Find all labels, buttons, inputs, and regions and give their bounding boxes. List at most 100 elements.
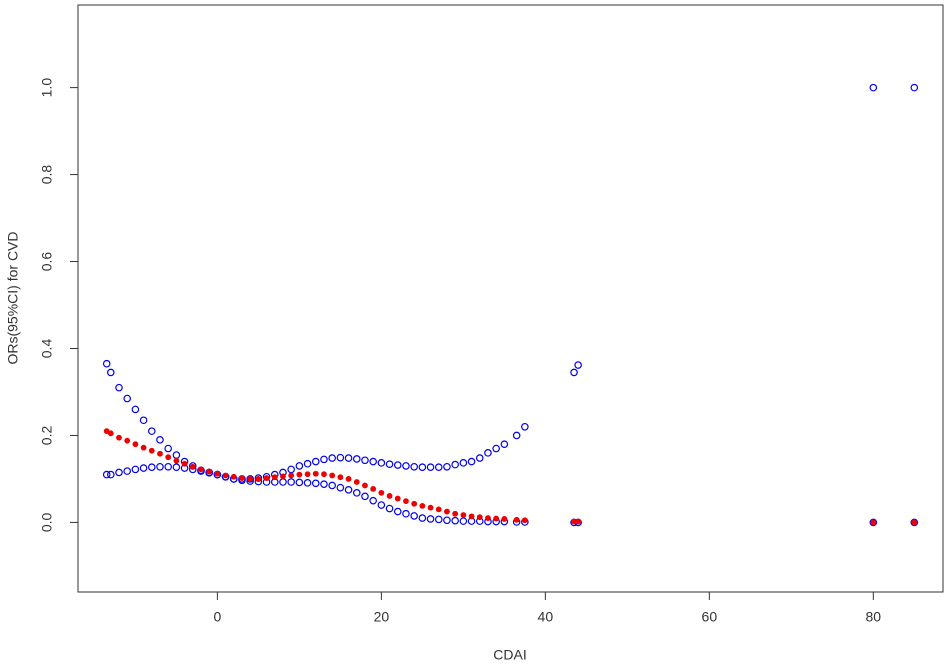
- data-point: [115, 383, 123, 392]
- data-point: [328, 481, 336, 490]
- data-point: [869, 518, 878, 527]
- data-point: [443, 462, 451, 471]
- data-point: [484, 449, 492, 457]
- data-point: [345, 476, 352, 482]
- data-point: [139, 416, 148, 425]
- data-point: [303, 459, 312, 468]
- y-tick-label: 0.0: [39, 512, 55, 532]
- data-point: [434, 463, 443, 472]
- data-point: [132, 441, 139, 448]
- data-point: [172, 463, 181, 472]
- data-point: [172, 451, 181, 459]
- y-axis-label: ORs(95%CI) for CVD: [5, 231, 21, 364]
- data-point: [106, 368, 115, 377]
- data-point: [115, 468, 123, 477]
- data-point: [311, 457, 320, 466]
- data-point: [362, 482, 368, 489]
- data-point: [329, 472, 336, 479]
- data-point: [102, 470, 111, 479]
- x-tick-label: 40: [538, 609, 554, 625]
- data-point: [369, 496, 377, 505]
- data-point: [377, 459, 386, 467]
- data-point: [513, 516, 520, 523]
- data-point: [361, 456, 369, 465]
- data-point: [148, 447, 155, 454]
- data-point: [521, 422, 529, 431]
- data-point: [222, 472, 229, 479]
- data-point: [157, 450, 163, 457]
- data-point: [521, 517, 528, 524]
- data-point: [189, 463, 196, 470]
- data-point: [910, 518, 919, 527]
- data-point: [295, 478, 304, 487]
- data-point: [427, 504, 434, 511]
- data-point: [500, 440, 509, 448]
- data-point: [460, 512, 467, 518]
- x-axis-label: CDAI: [493, 647, 526, 663]
- data-point: [287, 478, 295, 486]
- data-point: [370, 486, 377, 492]
- data-point: [870, 519, 877, 526]
- data-point: [444, 508, 450, 515]
- data-point: [393, 461, 402, 469]
- data-point: [452, 510, 459, 517]
- data-point: [303, 479, 312, 487]
- data-point: [574, 361, 582, 369]
- data-point: [459, 459, 468, 467]
- data-point: [378, 489, 385, 496]
- plot-frame: [77, 4, 944, 593]
- data-point: [512, 431, 521, 440]
- data-point: [123, 394, 131, 403]
- data-point: [352, 455, 361, 463]
- data-point: [369, 457, 377, 466]
- data-point: [410, 462, 418, 471]
- data-point: [575, 518, 582, 525]
- data-point: [344, 454, 353, 462]
- data-point: [206, 468, 213, 475]
- data-point: [304, 471, 311, 478]
- data-point: [320, 480, 328, 488]
- data-point: [467, 457, 476, 466]
- data-point: [198, 466, 204, 473]
- y-tick-label: 0.6: [39, 252, 55, 272]
- data-point: [435, 506, 442, 513]
- data-point: [468, 513, 475, 520]
- data-point: [321, 471, 327, 478]
- data-point: [173, 457, 180, 464]
- data-point: [475, 454, 484, 462]
- data-point: [394, 495, 401, 502]
- data-point: [311, 479, 320, 488]
- data-point: [214, 470, 221, 477]
- data-point: [492, 444, 500, 453]
- data-point: [451, 516, 459, 525]
- data-point: [287, 465, 295, 474]
- data-point: [459, 517, 468, 525]
- data-point: [352, 489, 361, 497]
- data-point: [181, 460, 188, 467]
- data-point: [139, 464, 148, 472]
- y-tick-label: 0.2: [39, 426, 55, 446]
- x-tick-label: 0: [213, 609, 221, 625]
- data-point: [124, 437, 131, 444]
- y-tick-label: 0.8: [39, 165, 55, 185]
- data-point: [385, 504, 394, 513]
- data-point: [377, 501, 386, 509]
- data-point: [164, 444, 172, 453]
- data-point: [476, 514, 483, 521]
- data-point: [131, 405, 140, 414]
- data-point: [255, 476, 262, 482]
- data-point: [451, 460, 459, 469]
- data-point: [410, 512, 418, 520]
- data-point: [344, 486, 353, 494]
- data-point: [156, 462, 164, 471]
- x-tick-label: 60: [702, 609, 718, 625]
- data-point: [570, 368, 578, 377]
- data-point: [910, 83, 919, 92]
- data-point: [328, 454, 336, 462]
- x-tick-label: 80: [866, 609, 882, 625]
- data-point: [419, 503, 426, 509]
- data-point: [320, 455, 328, 464]
- data-point: [102, 359, 111, 368]
- data-point: [337, 474, 344, 481]
- data-point: [107, 430, 114, 437]
